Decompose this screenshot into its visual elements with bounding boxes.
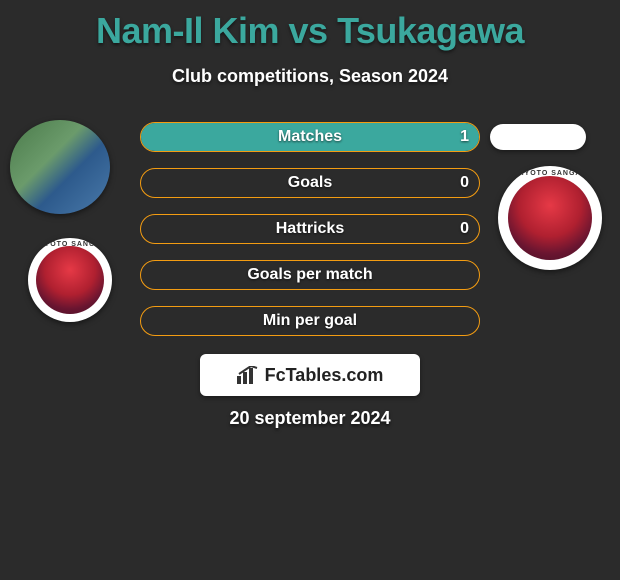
stat-bar-label: Matches: [141, 123, 479, 151]
badge-core-icon: [508, 176, 592, 260]
player-placeholder-pill: [490, 124, 586, 150]
stat-bar-label: Hattricks: [141, 215, 479, 243]
stat-bar: Hattricks0: [140, 214, 480, 244]
page-subtitle: Club competitions, Season 2024: [0, 66, 620, 87]
branding-chart-icon: [237, 366, 259, 384]
club-badge-left: KYOTO SANGA: [28, 238, 112, 322]
stat-bars-container: Matches1Goals0Hattricks0Goals per matchM…: [140, 122, 480, 352]
page-title: Nam-Il Kim vs Tsukagawa: [0, 0, 620, 52]
stat-bar-value: 0: [460, 169, 469, 197]
stat-bar: Matches1: [140, 122, 480, 152]
branding-text: FcTables.com: [265, 365, 384, 386]
stat-bar: Min per goal: [140, 306, 480, 336]
club-badge-right: KYOTO SANGA: [498, 166, 602, 270]
stat-bar-value: 1: [460, 123, 469, 151]
branding-box: FcTables.com: [200, 354, 420, 396]
stat-bar-value: 0: [460, 215, 469, 243]
stat-bar: Goals0: [140, 168, 480, 198]
player-photo-left: [10, 120, 110, 214]
stat-bar: Goals per match: [140, 260, 480, 290]
stat-bar-label: Min per goal: [141, 307, 479, 335]
stat-bar-label: Goals: [141, 169, 479, 197]
infographic-date: 20 september 2024: [0, 408, 620, 429]
stat-bar-label: Goals per match: [141, 261, 479, 289]
badge-core-icon: [36, 246, 104, 314]
